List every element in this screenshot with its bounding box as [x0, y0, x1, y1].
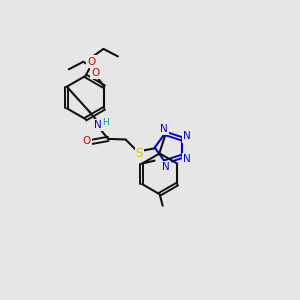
Text: S: S — [136, 147, 143, 161]
Text: N: N — [94, 120, 102, 130]
Text: N: N — [183, 154, 191, 164]
Text: N: N — [162, 162, 170, 172]
Text: H: H — [102, 118, 109, 127]
Text: N: N — [160, 124, 168, 134]
Text: O: O — [92, 68, 100, 78]
Text: O: O — [87, 56, 96, 67]
Text: O: O — [82, 136, 90, 146]
Text: N: N — [183, 131, 191, 141]
